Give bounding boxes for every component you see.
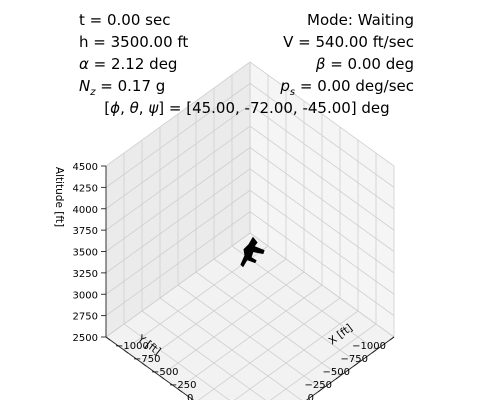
y-tick-label: −250 bbox=[305, 380, 332, 391]
y-tick-label: −750 bbox=[341, 354, 368, 365]
beta-readout: β = 0.00 deg bbox=[315, 55, 414, 73]
grid-line-y bbox=[177, 284, 323, 390]
grid-line-y bbox=[213, 258, 359, 364]
grid-line-z bbox=[105, 61, 251, 167]
grid-line-z bbox=[249, 104, 395, 210]
grid-line-z bbox=[249, 125, 395, 231]
z-tick-label: 3000 bbox=[73, 290, 98, 301]
x-tick bbox=[105, 336, 111, 341]
z-tick-label: 2750 bbox=[73, 312, 98, 323]
grid-line-z bbox=[249, 168, 395, 274]
grid-line-z bbox=[105, 168, 251, 274]
grid-line-y bbox=[141, 310, 266, 400]
alpha-value: 2.12 deg bbox=[111, 55, 178, 73]
grid-line-z bbox=[105, 147, 251, 252]
tick-labels: −1000−750−500−25002505007501000−1000−750… bbox=[73, 162, 386, 400]
z-tick-label: 4500 bbox=[73, 162, 98, 173]
y-tick bbox=[335, 375, 341, 380]
grid-line-z bbox=[249, 147, 395, 252]
nz-readout: Nz = 0.17 g bbox=[79, 77, 166, 98]
floor-pane bbox=[106, 233, 394, 400]
grid-line-z bbox=[105, 104, 251, 210]
y-tick bbox=[317, 388, 323, 393]
grid-line-z bbox=[249, 232, 395, 338]
x-tick-label: −500 bbox=[151, 367, 178, 378]
grid-line-z bbox=[249, 189, 395, 295]
x-tick-label: −750 bbox=[133, 354, 160, 365]
grid-line-z bbox=[249, 83, 395, 188]
x-tick bbox=[123, 349, 129, 354]
x-tick-label: −1000 bbox=[115, 341, 149, 352]
grid-line-z bbox=[249, 211, 395, 316]
grid-line-y bbox=[195, 271, 341, 377]
z-tick-label: 3500 bbox=[73, 248, 98, 259]
ps-value: 0.00 deg/sec bbox=[317, 77, 414, 95]
y-tick bbox=[389, 336, 395, 341]
altitude-readout: h = 3500.00 ft bbox=[79, 33, 189, 51]
alpha-readout: α = 2.12 deg bbox=[79, 55, 178, 73]
grid-line-z bbox=[105, 83, 251, 188]
tick-marks bbox=[101, 165, 395, 393]
y-tick-label: 0 bbox=[308, 393, 314, 400]
x-tick-label: 0 bbox=[187, 393, 193, 400]
ps-symbol: ps bbox=[280, 77, 296, 98]
grid-line-y bbox=[159, 297, 302, 400]
beta-value: 0.00 deg bbox=[347, 55, 414, 73]
euler-value: [45.00, -72.00, -45.00] deg bbox=[186, 99, 390, 117]
y-tick-label: −1000 bbox=[352, 341, 386, 352]
ps-readout: ps = 0.00 deg/sec bbox=[280, 77, 414, 98]
z-tick-label: 3250 bbox=[73, 269, 98, 280]
x-tick bbox=[159, 375, 165, 380]
grid-line-z bbox=[249, 61, 395, 167]
aircraft-icon bbox=[240, 237, 265, 267]
grid-line-y bbox=[231, 245, 377, 351]
nz-symbol: Nz bbox=[79, 77, 96, 98]
z-tick-label: 2500 bbox=[73, 333, 98, 344]
z-tick-label: 4250 bbox=[73, 183, 98, 194]
grid-line-z bbox=[105, 189, 251, 295]
euler-readout: [ϕ, θ, ψ] = [45.00, -72.00, -45.00] deg bbox=[104, 99, 390, 117]
grid-line-z bbox=[105, 211, 251, 316]
aircraft-marker bbox=[240, 237, 265, 267]
velocity-readout: V = 540.00 ft/sec bbox=[283, 33, 414, 51]
z-axis-label: Altitude [ft] bbox=[53, 167, 65, 227]
mode-readout: Mode: Waiting bbox=[307, 11, 414, 29]
beta-symbol: β bbox=[315, 55, 326, 73]
x-tick-label: −250 bbox=[169, 380, 196, 391]
aircraft-body bbox=[240, 237, 265, 267]
grid-line-z bbox=[105, 232, 251, 338]
x-tick bbox=[141, 362, 147, 367]
z-tick-label: 4000 bbox=[73, 205, 98, 216]
z-tick-label: 3750 bbox=[73, 226, 98, 237]
y-tick bbox=[353, 362, 359, 367]
time-readout: t = 0.00 sec bbox=[79, 11, 171, 29]
y-tick-label: −500 bbox=[323, 367, 350, 378]
nz-value: 0.17 g bbox=[117, 77, 166, 95]
grid-line-y bbox=[123, 323, 230, 400]
grid-line-z bbox=[105, 125, 251, 231]
alpha-symbol: α bbox=[79, 55, 89, 73]
y-tick bbox=[371, 349, 377, 354]
x-tick bbox=[177, 388, 183, 393]
